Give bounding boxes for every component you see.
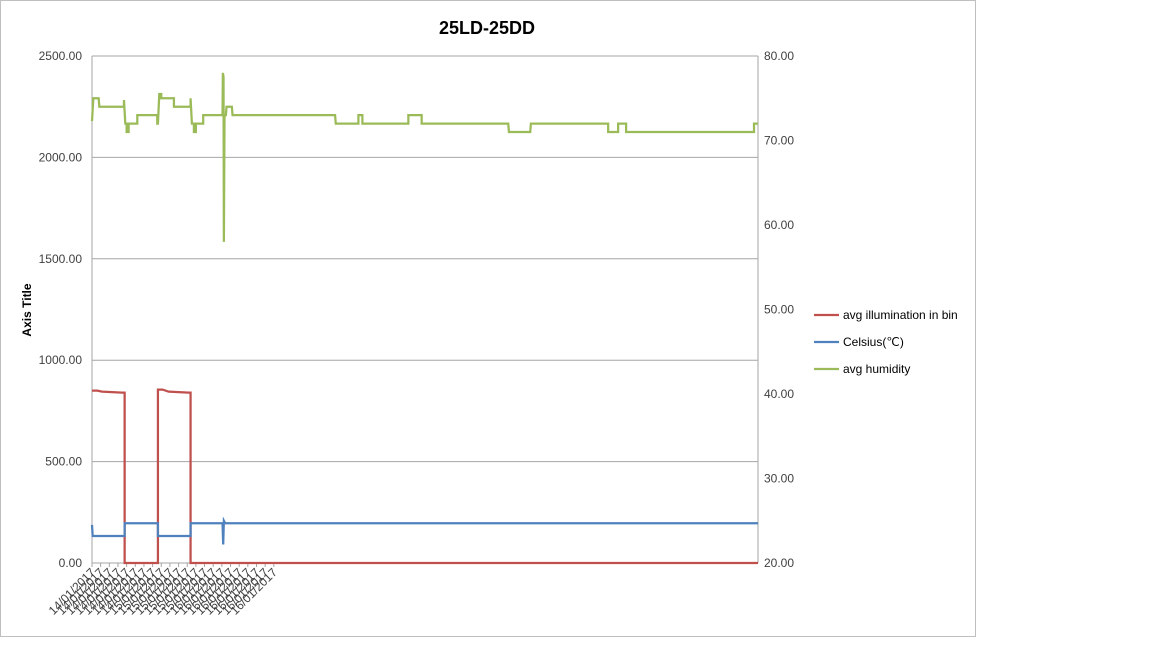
y2-tick-label: 40.00 <box>764 387 794 401</box>
y2-tick-label: 80.00 <box>764 49 794 63</box>
series-line-2 <box>90 72 758 242</box>
y2-axis-ticks: 20.00 30.00 40.00 50.00 60.00 70.00 80.00 <box>764 49 794 570</box>
y-tick-label: 1500.00 <box>39 252 83 266</box>
y-axis-ticks: 0.00 500.00 1000.00 1500.00 2000.00 2500.00 <box>39 49 83 570</box>
y2-tick-label: 60.00 <box>764 218 794 232</box>
y2-tick-label: 20.00 <box>764 556 794 570</box>
series-lines <box>90 72 758 565</box>
y2-tick-label: 70.00 <box>764 134 794 148</box>
series-line-1 <box>90 516 758 545</box>
y-tick-label: 0.00 <box>59 556 83 570</box>
chart-frame <box>0 0 976 637</box>
y-axis-title: Axis Title <box>20 283 34 336</box>
legend-label: avg humidity <box>843 362 910 376</box>
x-axis-ticks: 14/01/201714/01/201714/01/201714/01/2017… <box>46 563 280 618</box>
y-tick-label: 2500.00 <box>39 49 83 63</box>
series-line-0 <box>92 388 758 565</box>
legend-label: Celsius(℃) <box>843 335 904 349</box>
y-tick-label: 2000.00 <box>39 150 83 164</box>
y2-tick-label: 30.00 <box>764 472 794 486</box>
legend-label: avg illumination in bin <box>843 308 958 322</box>
chart-title: 25LD-25DD <box>439 18 535 38</box>
y2-tick-label: 50.00 <box>764 303 794 317</box>
y-tick-label: 1000.00 <box>39 353 83 367</box>
legend: avg illumination in bin Celsius(℃) avg hum… <box>814 308 958 376</box>
y-tick-label: 500.00 <box>45 455 82 469</box>
